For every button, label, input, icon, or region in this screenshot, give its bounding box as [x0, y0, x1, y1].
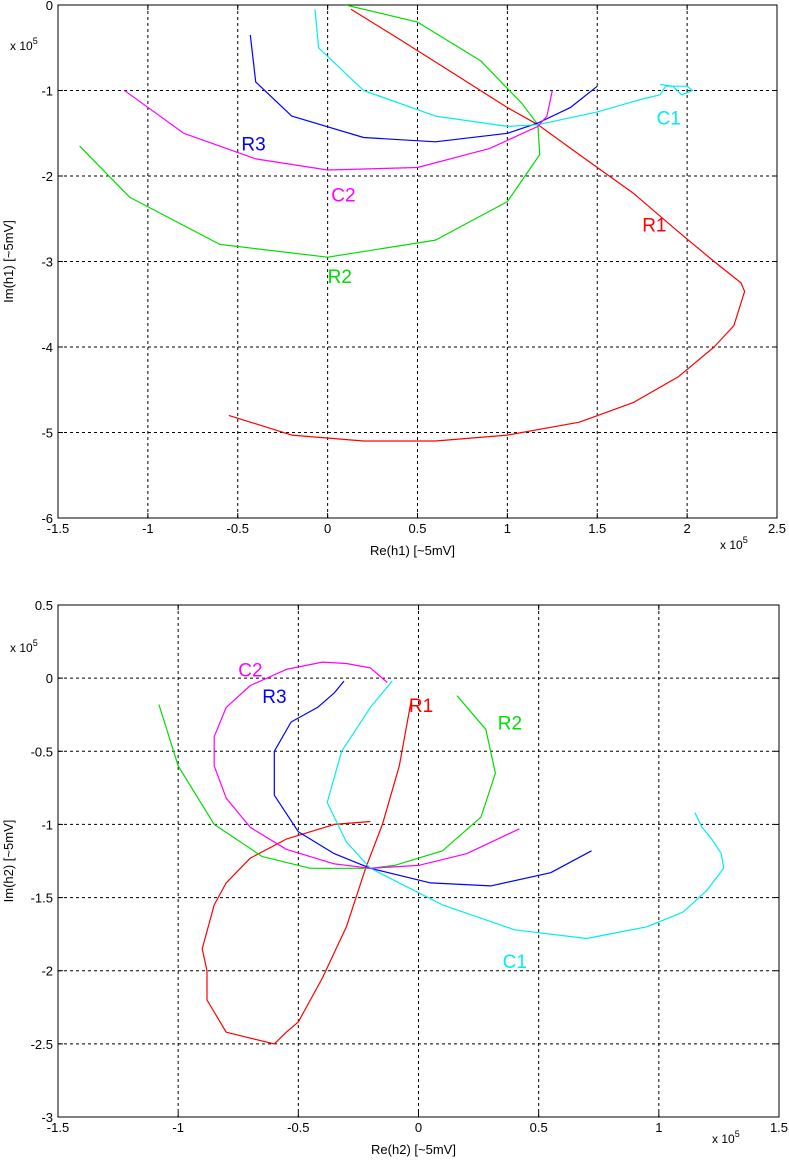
x-axis-label: Re(h2) [~5mV] [371, 1142, 456, 1157]
x-tick-label: 0 [324, 521, 331, 536]
series-label-r1: R1 [409, 696, 433, 717]
series-line-c2 [213, 661, 520, 869]
series-line-c2 [124, 90, 553, 171]
y-axis-multiplier-base: x 10 [10, 641, 33, 655]
plot-h1: -1.5 -1 -0.5 0 0.5 1 1.5 2 2.5 -6 -5 -4 -3 -2 -1 0 Re(h1… [1, 0, 786, 558]
y-axis-multiplier-base: x 10 [10, 39, 33, 53]
x-tick-label: 0.5 [408, 521, 426, 536]
x-tick-label: 2.5 [768, 521, 786, 536]
y-tick-label: -5 [41, 426, 53, 441]
y-tick-label: 0.5 [35, 598, 53, 613]
x-tick-label: 1 [655, 1120, 662, 1135]
plot-h2: -1.5 -1 -0.5 0 0.5 1 1.5 -3 -2.5 -2 -1.5 -1 -0.5 0 0.5… [1, 598, 788, 1157]
series-line-c1 [314, 9, 694, 128]
x-axis-multiplier-exp: 5 [735, 1129, 740, 1139]
x-tick-label: -0.5 [227, 521, 249, 536]
y-tick-label: -2.5 [31, 1037, 53, 1052]
series-label-r3: R3 [241, 134, 265, 155]
x-tick-label: 1.5 [770, 1120, 788, 1135]
y-tick-label: -2 [41, 169, 53, 184]
x-axis-multiplier-exp: 5 [743, 535, 748, 545]
series-line-c1 [326, 680, 725, 940]
y-tick-label: 0 [46, 0, 53, 13]
series-line-r2 [79, 5, 541, 258]
y-axis-multiplier: x 105 [10, 36, 38, 53]
y-tick-label: -3 [41, 1110, 53, 1125]
series-label-c1: C1 [657, 109, 681, 130]
series-label-r2: R2 [328, 267, 352, 288]
series-label-c2: C2 [238, 661, 262, 682]
series-line-r1 [228, 8, 746, 442]
x-axis-multiplier-base: x 10 [712, 1132, 735, 1146]
x-tick-label: 0 [415, 1120, 422, 1135]
x-axis-multiplier: x 105 [712, 1129, 740, 1146]
y-tick-label: -0.5 [31, 744, 53, 759]
series-label-r2: R2 [498, 713, 522, 734]
x-tick-label: -1.5 [47, 1120, 69, 1135]
series-label-c2: C2 [331, 186, 355, 207]
y-tick-label: -4 [41, 340, 53, 355]
x-tick-label: 0.5 [530, 1120, 548, 1135]
x-axis-multiplier: x 105 [720, 535, 748, 552]
x-tick-label: 1.5 [588, 521, 606, 536]
y-tick-label: 0 [46, 671, 53, 686]
x-tick-label: -1 [172, 1120, 184, 1135]
y-axis-multiplier-exp: 5 [33, 36, 38, 46]
y-axis-label: Im(h2) [~5mV] [1, 820, 16, 903]
y-tick-label: -1 [41, 817, 53, 832]
series-label-c1: C1 [503, 952, 527, 973]
series-line-r3 [249, 34, 598, 143]
y-tick-label: -1 [41, 84, 53, 99]
axes-box [57, 604, 780, 1118]
y-tick-label: -6 [41, 511, 53, 526]
series-line-r3 [273, 680, 592, 887]
x-axis-label: Re(h1) [~5mV] [370, 543, 455, 558]
x-tick-label: -1.5 [47, 521, 69, 536]
x-tick-label: 1 [504, 521, 511, 536]
y-axis-multiplier: x 105 [10, 638, 38, 655]
y-axis-label: Im(h1) [~5mV] [1, 220, 16, 303]
y-tick-label: -1.5 [31, 891, 53, 906]
x-tick-label: 2 [684, 521, 691, 536]
series-label-r1: R1 [642, 216, 666, 237]
y-tick-label: -2 [41, 964, 53, 979]
y-tick-label: -3 [41, 255, 53, 270]
series-label-r3: R3 [262, 687, 286, 708]
x-axis-multiplier-base: x 10 [720, 538, 743, 552]
series-line-r2 [158, 695, 496, 869]
y-axis-multiplier-exp: 5 [33, 638, 38, 648]
x-tick-label: -0.5 [287, 1120, 309, 1135]
x-tick-label: -1 [142, 521, 154, 536]
